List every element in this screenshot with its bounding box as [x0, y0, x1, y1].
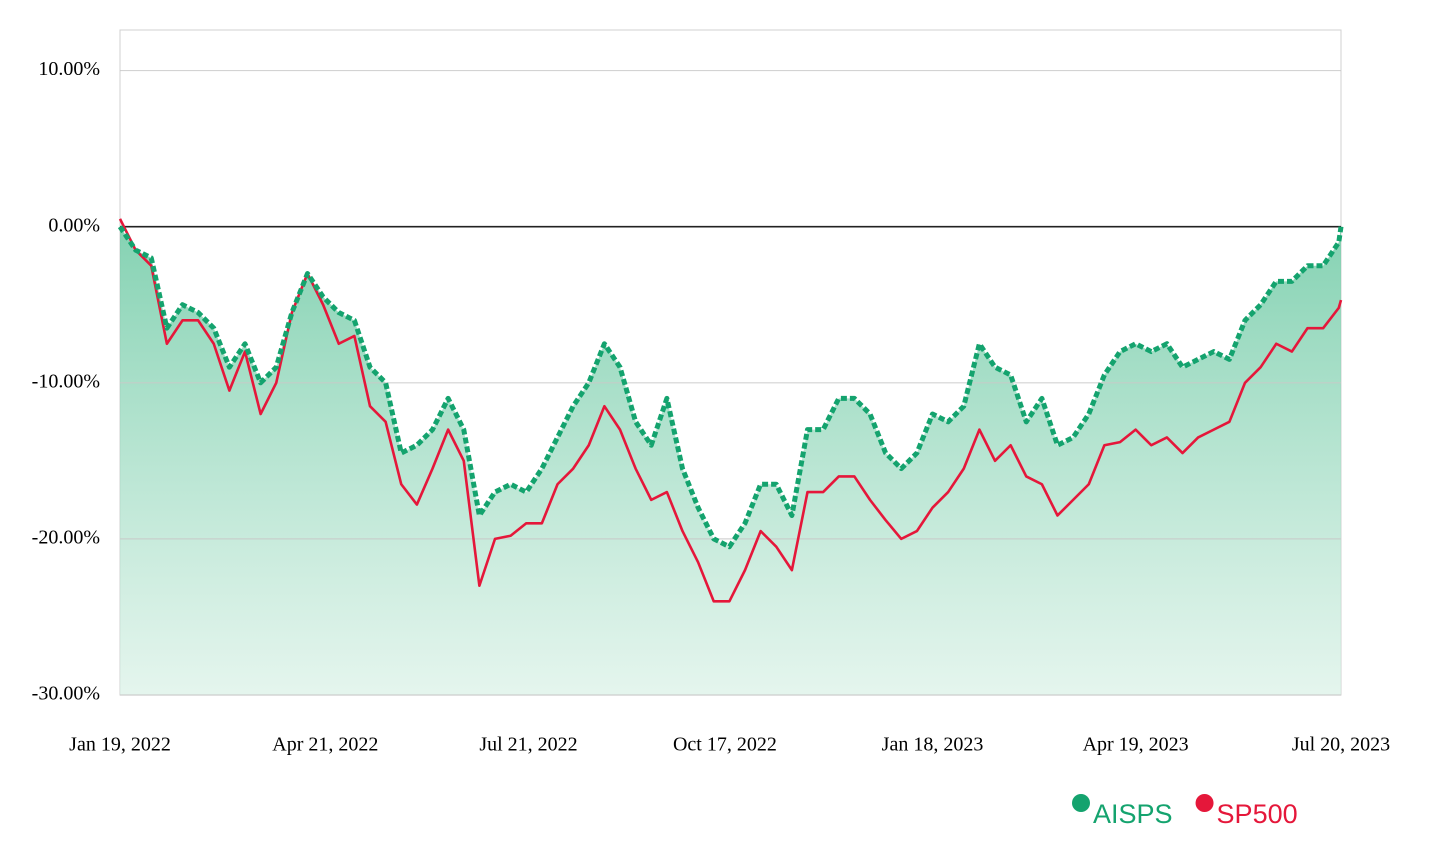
x-tick-label: Jan 18, 2023: [882, 734, 984, 756]
y-tick-label: -10.00%: [32, 370, 100, 392]
legend-label: SP500: [1217, 799, 1298, 829]
x-tick-label: Jul 20, 2023: [1292, 734, 1390, 756]
y-tick-label: 10.00%: [38, 58, 100, 80]
legend-marker: [1195, 794, 1214, 812]
legend-marker: [1072, 794, 1090, 812]
x-tick-label: Apr 19, 2023: [1083, 734, 1189, 756]
legend-label: AISPS: [1093, 799, 1173, 829]
x-tick-label: Jan 19, 2022: [69, 734, 171, 756]
x-tick-label: Jul 21, 2022: [479, 734, 577, 756]
y-tick-label: -20.00%: [32, 526, 100, 548]
series-line: [118, 218, 1343, 603]
x-tick-label: Apr 21, 2022: [272, 734, 378, 756]
y-tick-label: 0.00%: [48, 214, 100, 236]
y-tick-label: -30.00%: [32, 683, 100, 705]
x-tick-label: Oct 17, 2022: [673, 734, 777, 756]
area: [120, 226, 1341, 696]
series-line: [117, 225, 1344, 550]
